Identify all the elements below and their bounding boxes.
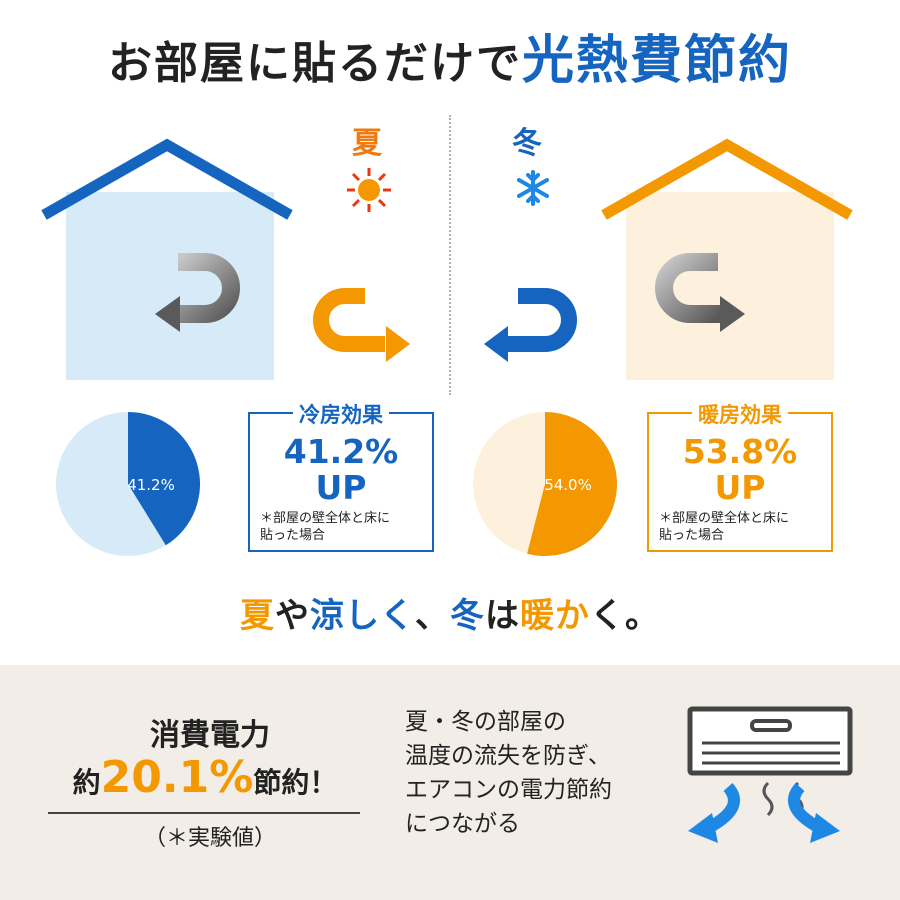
heating-note-line2: 貼った場合 (659, 528, 725, 543)
summer-gray-arrow (155, 253, 240, 332)
summer-house (41, 138, 293, 380)
airflow-right-arrow-icon (788, 782, 840, 843)
power-suffix: 節約！ (253, 766, 338, 799)
summer-pie-value-slice (128, 411, 201, 546)
heating-note-line1: ＊部屋の壁全体と床に (659, 511, 790, 526)
snowflake-icon (517, 170, 549, 206)
cooling-note-line2: 貼った場合 (260, 528, 326, 543)
winter-house (601, 138, 853, 380)
summer-pie-label: 41.2% (127, 476, 175, 494)
heating-effect-title: 暖房効果 (692, 403, 788, 427)
winter-pie-chart: 54.0% (473, 412, 617, 556)
heating-effect-value: 53.8% (682, 432, 798, 471)
cooling-note-line1: ＊部屋の壁全体と床に (260, 511, 391, 526)
title-prefix: お部屋に貼るだけで (107, 38, 522, 89)
power-note: （＊実験値） (143, 826, 276, 851)
summer-pie-chart: 41.2% (56, 411, 201, 556)
slogan-summer: 夏 (240, 596, 275, 636)
slogan-ya: や (275, 596, 310, 636)
season-divider (449, 115, 451, 395)
sun-icon (347, 168, 391, 212)
title-highlight: 光熱費節約 (521, 31, 792, 91)
bottom-panel (0, 665, 900, 900)
slogan-winter: 冬 (450, 596, 485, 636)
summer-label: 夏 (352, 126, 382, 161)
power-prefix: 約 (72, 766, 101, 799)
slogan-cool: 涼しく (310, 596, 415, 636)
cooling-effect-box: 冷房効果 41.2% UP ＊部屋の壁全体と床に 貼った場合 (248, 403, 434, 552)
power-underline (48, 812, 360, 814)
cooling-effect-up: UP (315, 468, 367, 507)
summer-orange-arrow (313, 288, 410, 362)
cooling-effect-value: 41.2% (283, 432, 399, 471)
heating-effect-box: 暖房効果 53.8% UP ＊部屋の壁全体と床に 貼った場合 (647, 403, 833, 552)
slogan: 夏や涼しく、冬は暖かく。 (0, 588, 900, 637)
description-line1: 夏・冬の部屋の (405, 709, 566, 735)
winter-pie-label: 54.0% (544, 476, 592, 494)
winter-label: 冬 (512, 126, 542, 161)
heating-effect-up: UP (714, 468, 766, 507)
winter-pie-value-slice (527, 412, 617, 556)
power-consumption-title: 消費電力 (150, 718, 270, 753)
description-line4: につながる (405, 811, 520, 837)
description-line3: エアコンの電力節約 (405, 777, 612, 803)
description: 夏・冬の部屋の 温度の流失を防ぎ、 エアコンの電力節約 につながる (405, 705, 665, 841)
slogan-ha: は (485, 596, 520, 636)
page-title: お部屋に貼るだけで光熱費節約 (0, 18, 900, 93)
airflow-left-arrow-icon (688, 782, 740, 843)
air-conditioner-icon (687, 706, 853, 843)
illustration: 41.2% 54.0% (41, 138, 853, 556)
description-line2: 温度の流失を防ぎ、 (405, 743, 611, 769)
power-number: 20.1% (100, 752, 254, 803)
winter-gray-arrow (655, 253, 745, 332)
power-saving-value: 約20.1%節約！ (40, 752, 370, 803)
slogan-warm: 暖か (520, 596, 590, 636)
cooling-effect-title: 冷房効果 (293, 403, 389, 427)
winter-blue-arrow (484, 288, 577, 362)
slogan-comma: 、 (415, 596, 450, 636)
slogan-end: く。 (590, 596, 660, 636)
